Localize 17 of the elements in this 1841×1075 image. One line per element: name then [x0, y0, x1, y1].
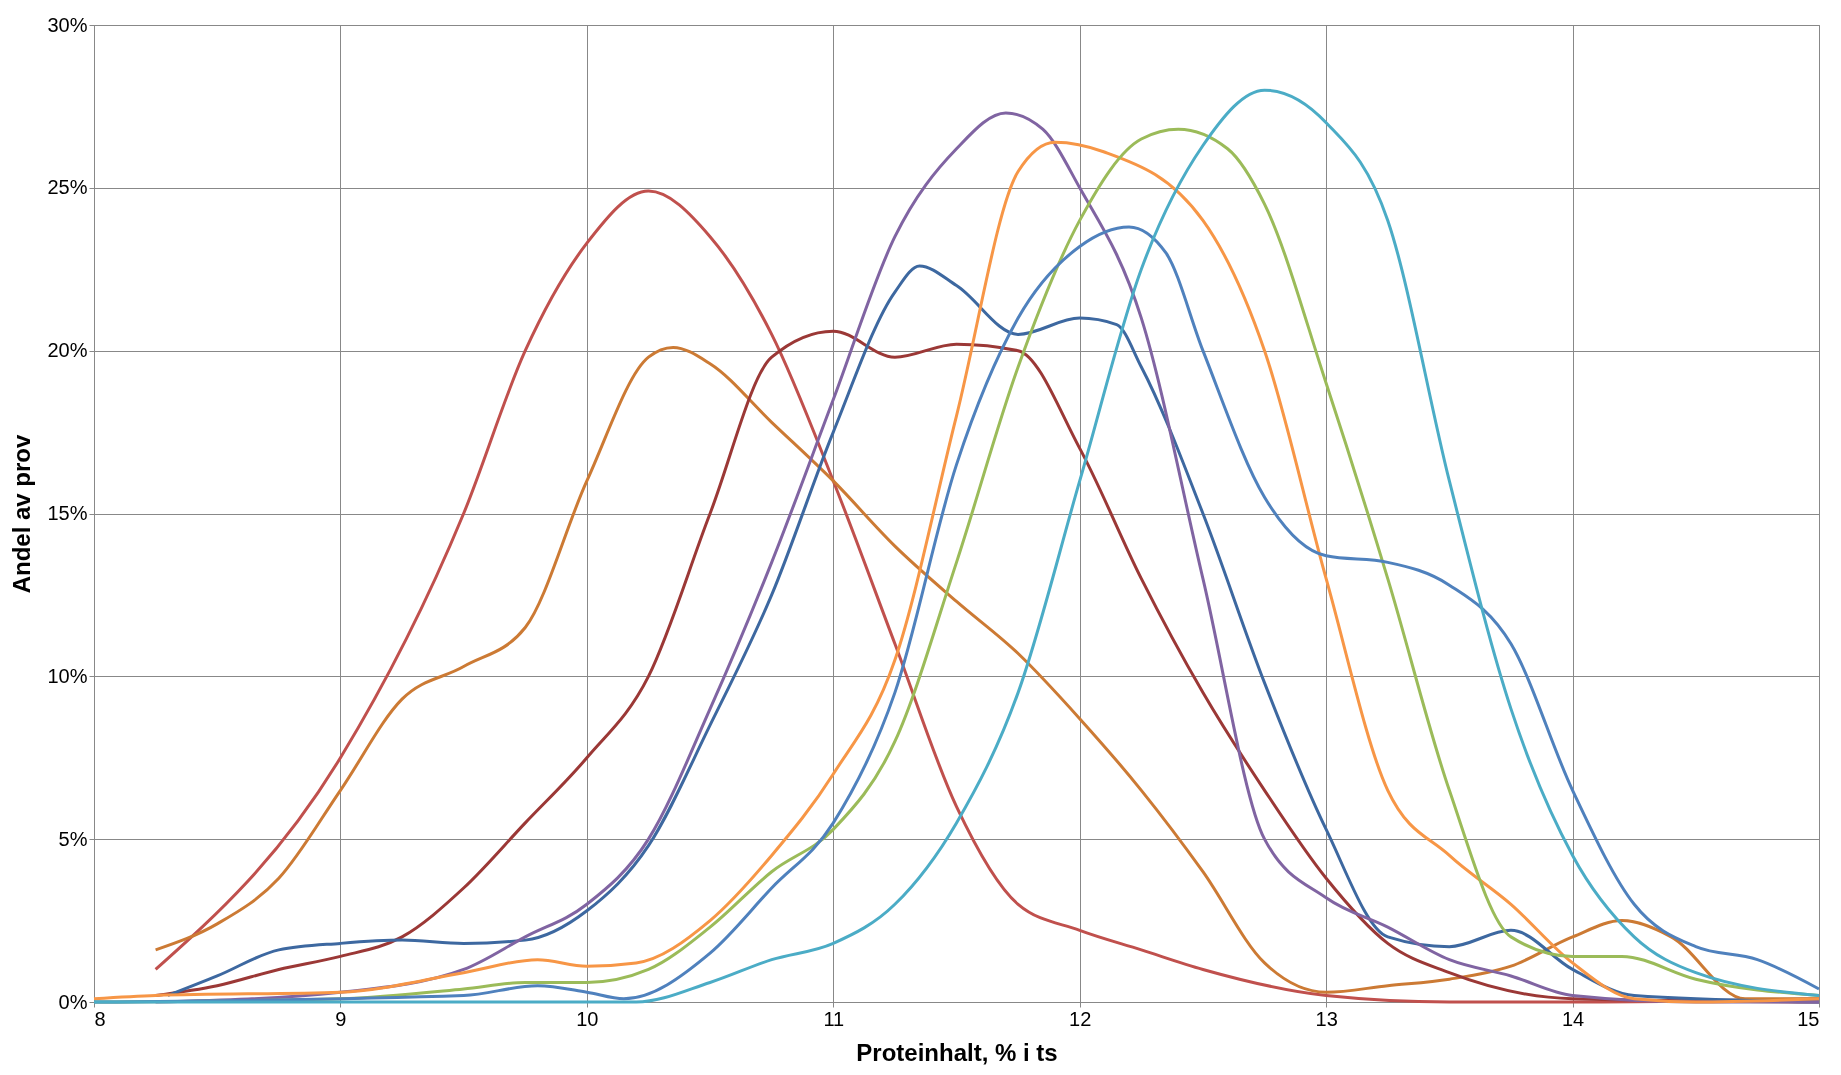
y-tick-label: 30% — [47, 13, 88, 36]
y-tick-label: 25% — [47, 176, 88, 199]
x-tick-label: 14 — [1561, 1007, 1585, 1030]
y-tick-label: 0% — [58, 990, 88, 1013]
x-tick-label: 12 — [1069, 1007, 1092, 1030]
x-tick-label: 10 — [576, 1007, 599, 1030]
x-tick-label: 8 — [94, 1007, 106, 1030]
x-tick-label: 9 — [335, 1007, 347, 1030]
y-tick-label: 15% — [47, 502, 88, 524]
y-tick-label: 20% — [47, 339, 88, 362]
x-tick-label: 11 — [823, 1007, 845, 1030]
x-axis-title: Proteinhalt, % i ts — [856, 1038, 1058, 1066]
y-axis-title: Andel av prov — [8, 434, 36, 594]
y-tick-label: 5% — [58, 827, 88, 850]
x-tick-label: 13 — [1315, 1007, 1338, 1030]
x-tick-label: 15 — [1797, 1007, 1820, 1030]
y-tick-label: 10% — [47, 664, 88, 687]
